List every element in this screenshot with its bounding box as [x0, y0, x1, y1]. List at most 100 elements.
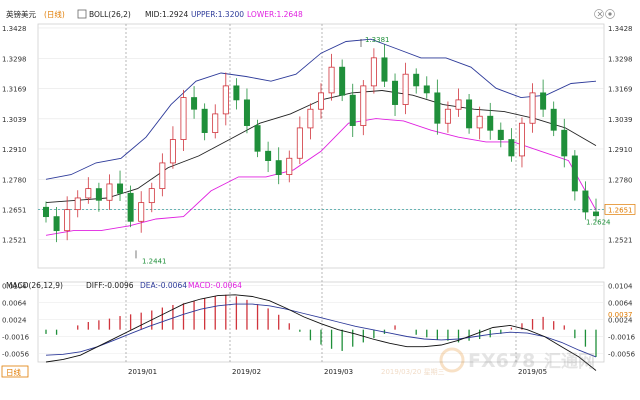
- macd-diff-line: [45, 294, 597, 371]
- candle-down: [381, 57, 388, 82]
- candle-up: [85, 188, 92, 199]
- price-tick-label-right: 1.3169: [608, 85, 633, 93]
- close-icon[interactable]: ×: [594, 9, 604, 19]
- candle-down: [571, 155, 578, 192]
- price-tick-label-left: 1.2780: [2, 176, 27, 184]
- macd-dea-line: [45, 303, 597, 358]
- price-tick-label-right: 1.2910: [608, 146, 633, 154]
- macd-diff-label: DIFF:-0.0096: [86, 281, 134, 290]
- boll-label: BOLL(26,2): [89, 10, 131, 19]
- candle-down: [349, 94, 356, 126]
- candle-down: [392, 80, 399, 105]
- macd-tick-label-left: 0.0024: [2, 316, 27, 324]
- candle-up: [159, 162, 166, 190]
- price-tick-label-right: 1.3298: [608, 55, 633, 63]
- candle-up: [402, 73, 409, 105]
- time-axis-label: 2019/05: [518, 368, 547, 376]
- candle-down: [191, 97, 198, 110]
- candlesticks: [43, 44, 600, 243]
- macd-tick-label-right: 0.0024: [608, 316, 633, 324]
- boll-lower-band: [45, 118, 597, 236]
- macd-tick-label-left: -0.0056: [2, 350, 30, 358]
- candle-down: [466, 99, 473, 129]
- axis-labels: 1.3428 1.3428 1.3298 1.3298 1.3169 1.3169 1.30…: [2, 25, 636, 376]
- candle-up: [138, 202, 145, 222]
- candle-down: [95, 188, 102, 201]
- macd-tick-label-right: -0.0056: [608, 350, 636, 358]
- price-tick-label-left: 1.2910: [2, 146, 27, 154]
- candle-up: [476, 115, 483, 129]
- high-annotation: 1.3381: [365, 36, 390, 44]
- candle-up: [180, 97, 187, 140]
- macd-tick-label-left: 0.0104: [2, 282, 27, 290]
- time-axis-label: 2019/03: [324, 368, 353, 376]
- macd-label: MACD(26,12,9): [6, 281, 63, 290]
- period-button-label: 日线: [6, 367, 21, 377]
- boll-indicator-icon: [77, 9, 87, 19]
- candle-up: [286, 157, 293, 176]
- candle-down: [593, 211, 600, 217]
- candle-down: [53, 216, 60, 232]
- candle-down: [275, 160, 282, 176]
- svg-text:×: ×: [597, 10, 603, 19]
- candle-down: [243, 99, 250, 126]
- macd-dea-label: DEA:-0.0064: [140, 281, 187, 290]
- macd-tick-label-right: 0.0064: [608, 299, 633, 307]
- candle-up: [370, 57, 377, 87]
- candle-up: [328, 66, 335, 94]
- upper-label: UPPER:1.3200: [191, 10, 244, 19]
- candle-down: [423, 85, 430, 94]
- latest-low-annotation: 1.2624: [586, 219, 611, 227]
- price-pane-frame: [37, 23, 605, 269]
- macd-tick-label-left: -0.0016: [2, 333, 30, 341]
- period-button[interactable]: [1, 365, 29, 378]
- price-tick-label-right: 1.2780: [608, 176, 633, 184]
- macd-tick-label-right: 0.0104: [608, 282, 633, 290]
- price-tick-label-right: 1.2521: [608, 237, 633, 245]
- candle-down: [508, 139, 515, 157]
- macd-panel: [45, 294, 597, 371]
- candle-down: [254, 125, 261, 152]
- watermark-brand: FX678: [468, 350, 535, 372]
- price-tick-label-right: 1.3039: [608, 116, 633, 124]
- candle-up: [444, 108, 451, 124]
- candle-down: [265, 150, 272, 161]
- settings-icon[interactable]: [605, 9, 615, 19]
- macd-tick-label-left: 0.0064: [2, 299, 27, 307]
- macd-pane-frame: [37, 281, 605, 363]
- time-axis-label: 2019/01: [128, 368, 157, 376]
- price-tick-label-right: 1.3428: [608, 25, 633, 33]
- candle-down: [127, 192, 134, 222]
- candle-down: [561, 129, 568, 157]
- boll-upper-band: [45, 38, 597, 180]
- candle-up: [307, 108, 314, 129]
- candle-down: [582, 190, 589, 213]
- candle-up: [74, 197, 81, 211]
- watermark-logo: 2019/03/20 星期三 FX678 汇通网: [381, 347, 595, 376]
- lower-label: LOWER:1.2648: [247, 10, 303, 19]
- candle-up: [317, 92, 324, 110]
- candle-up: [360, 85, 367, 126]
- candle-up: [212, 113, 219, 133]
- candle-down: [201, 108, 208, 133]
- candle-down: [487, 115, 494, 131]
- candle-down: [43, 206, 50, 218]
- chart-frame: [37, 23, 605, 363]
- symbol-title: 英镑美元: [6, 9, 36, 19]
- macd-tag-label: 0.0037: [608, 311, 633, 319]
- low-annotation: 1.2441: [142, 257, 167, 265]
- candle-down: [339, 66, 346, 96]
- price-tick-label-left: 1.2521: [2, 237, 27, 245]
- candle-up: [296, 127, 303, 159]
- period-label: (日线): [44, 9, 65, 19]
- macd-value-label: MACD:-0.0064: [188, 281, 242, 290]
- candle-up: [169, 139, 176, 164]
- price-tick-label-left: 1.3428: [2, 25, 27, 33]
- price-tick-label-left: 1.3039: [2, 116, 27, 124]
- price-tick-label-left: 1.2651: [2, 206, 27, 214]
- candle-down: [117, 183, 124, 194]
- candle-down: [413, 73, 420, 87]
- candle-up: [64, 209, 71, 232]
- time-axis-label: 2019/02: [232, 368, 261, 376]
